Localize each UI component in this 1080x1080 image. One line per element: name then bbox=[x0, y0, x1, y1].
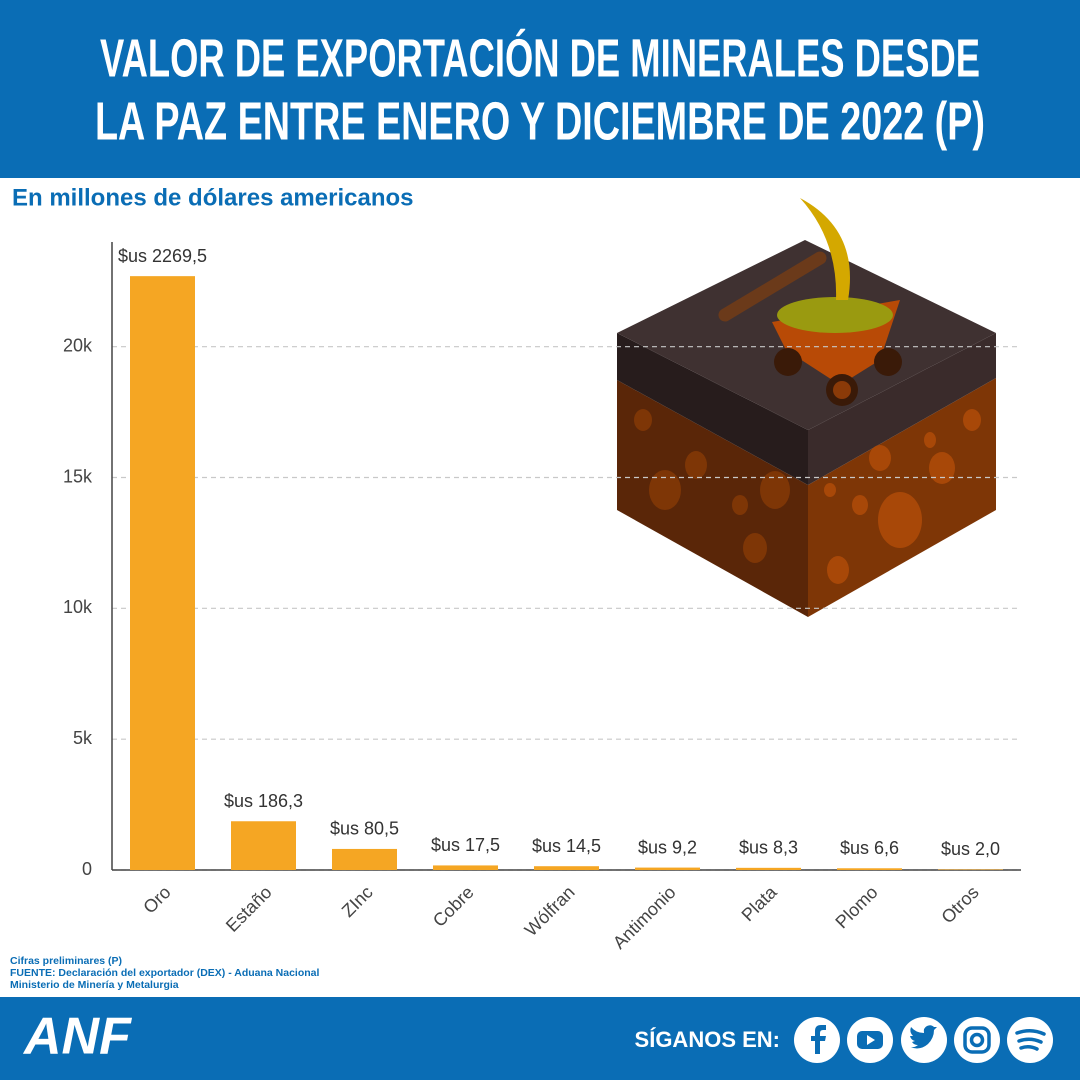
instagram-icon[interactable] bbox=[954, 1017, 1000, 1063]
y-tick-label: 5k bbox=[73, 728, 93, 748]
mine-illustration bbox=[617, 198, 996, 617]
value-label: $us 2,0 bbox=[941, 839, 1000, 859]
chart-subtitle: En millones de dólares americanos bbox=[12, 184, 413, 211]
value-label: $us 2269,5 bbox=[118, 246, 207, 266]
bar bbox=[837, 868, 902, 870]
bar bbox=[231, 821, 296, 870]
y-tick-label: 15k bbox=[63, 466, 93, 486]
bar bbox=[736, 867, 801, 870]
value-label: $us 186,3 bbox=[224, 791, 303, 811]
y-tick-label: 20k bbox=[63, 335, 93, 355]
note: Ministerio de Minería y Metalurgia bbox=[10, 979, 179, 991]
note: FUENTE: Declaración del exportador (DEX)… bbox=[10, 967, 319, 979]
chart-title: VALOR DE EXPORTACIÓN DE MINERALES DESDE bbox=[100, 28, 980, 88]
bar bbox=[433, 865, 498, 870]
bar bbox=[130, 276, 195, 871]
bar bbox=[332, 848, 397, 870]
value-label: $us 8,3 bbox=[739, 838, 798, 858]
value-label: $us 9,2 bbox=[638, 837, 697, 857]
chart-title: LA PAZ ENTRE ENERO Y DICIEMBRE DE 2022 (… bbox=[95, 91, 985, 151]
value-label: $us 6,6 bbox=[840, 838, 899, 858]
bar bbox=[635, 867, 700, 870]
footer-band bbox=[0, 997, 1080, 1080]
header-band bbox=[0, 0, 1080, 178]
logo: ANF bbox=[22, 1008, 132, 1066]
y-tick-label: 0 bbox=[82, 859, 92, 879]
y-tick-label: 10k bbox=[63, 597, 93, 617]
bar bbox=[938, 869, 1003, 870]
note: Cifras preliminares (P) bbox=[10, 955, 122, 967]
value-label: $us 80,5 bbox=[330, 819, 399, 839]
bar bbox=[534, 866, 599, 870]
follow-text: SÍGANOS EN: bbox=[635, 1027, 780, 1052]
social-icons bbox=[794, 1017, 1053, 1063]
value-label: $us 14,5 bbox=[532, 836, 601, 856]
value-label: $us 17,5 bbox=[431, 835, 500, 855]
